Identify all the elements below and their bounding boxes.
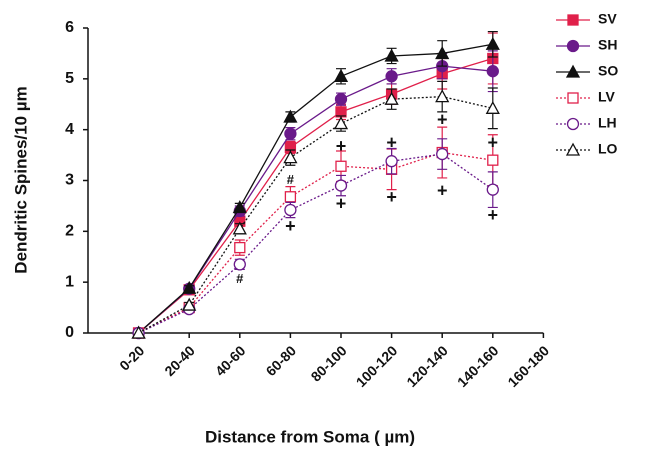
series-line xyxy=(138,43,493,334)
annotation: + xyxy=(336,194,347,214)
x-tick-label: 120-140 xyxy=(403,342,451,390)
y-tick-label: 0 xyxy=(65,324,74,341)
data-point xyxy=(283,150,298,164)
annotation: + xyxy=(336,136,347,156)
legend-label: LO xyxy=(598,141,618,157)
x-tick-label: 160-180 xyxy=(504,342,552,390)
data-point xyxy=(385,155,398,168)
annotation: + xyxy=(386,187,397,207)
y-tick-label: 1 xyxy=(65,273,74,290)
data-point xyxy=(487,154,499,166)
x-tick-label: 60-80 xyxy=(263,342,300,379)
series-line xyxy=(138,95,493,334)
data-point xyxy=(436,147,449,161)
y-tick-label: 4 xyxy=(65,121,74,138)
annotation: # xyxy=(287,172,295,187)
data-point xyxy=(435,89,450,103)
data-point xyxy=(284,203,297,217)
legend-label: LV xyxy=(598,89,616,105)
data-point xyxy=(333,68,349,82)
annotation: + xyxy=(285,216,296,236)
data-point xyxy=(333,116,349,130)
data-point xyxy=(335,160,347,172)
x-tick-label: 40-60 xyxy=(212,342,249,379)
x-tick-label: 100-120 xyxy=(353,342,401,390)
x-tick-label: 140-160 xyxy=(454,342,502,390)
data-point xyxy=(485,100,500,114)
data-point xyxy=(334,93,348,106)
legend-label: SO xyxy=(598,63,618,79)
y-tick-label: 3 xyxy=(65,172,74,189)
legend-label: SH xyxy=(598,37,617,53)
data-point xyxy=(232,221,247,235)
series-line xyxy=(138,153,494,334)
legend-marker xyxy=(567,92,579,104)
y-tick-label: 6 xyxy=(65,19,74,36)
legend-marker xyxy=(566,117,580,131)
y-tick-label: 5 xyxy=(65,70,74,87)
data-point xyxy=(182,280,197,294)
data-point xyxy=(334,179,348,192)
legend-marker xyxy=(566,39,580,53)
data-point xyxy=(232,200,247,214)
annotation: + xyxy=(488,205,499,225)
data-point xyxy=(486,65,499,78)
annotation: + xyxy=(386,133,397,153)
legend-marker xyxy=(565,142,581,156)
y-axis-title: Dendritic Spines/10 µm xyxy=(11,86,30,273)
series-line xyxy=(138,57,493,334)
data-point xyxy=(384,48,399,62)
x-tick-label: 20-40 xyxy=(161,342,198,379)
annotation: + xyxy=(488,133,499,153)
annotation: + xyxy=(437,180,448,200)
annotation: + xyxy=(437,109,448,129)
data-point xyxy=(486,183,499,196)
x-tick-label: 80-100 xyxy=(308,342,350,384)
y-tick-label: 2 xyxy=(65,223,74,240)
data-point xyxy=(131,325,146,339)
legend-label: LH xyxy=(598,115,617,131)
data-point xyxy=(485,36,500,50)
x-axis-title: Distance from Soma ( µm) xyxy=(205,427,415,446)
data-point xyxy=(284,191,297,203)
legend-marker xyxy=(567,14,579,26)
data-point xyxy=(435,46,450,60)
data-point xyxy=(385,70,398,83)
legend-label: SV xyxy=(598,11,617,27)
data-point xyxy=(233,258,246,271)
data-point xyxy=(283,109,298,123)
x-tick-label: 0-20 xyxy=(116,342,147,373)
data-point xyxy=(284,127,297,140)
legend-marker xyxy=(565,64,581,78)
data-point xyxy=(234,241,246,254)
annotation: # xyxy=(236,271,244,286)
data-point xyxy=(384,91,399,105)
data-point xyxy=(182,297,197,311)
